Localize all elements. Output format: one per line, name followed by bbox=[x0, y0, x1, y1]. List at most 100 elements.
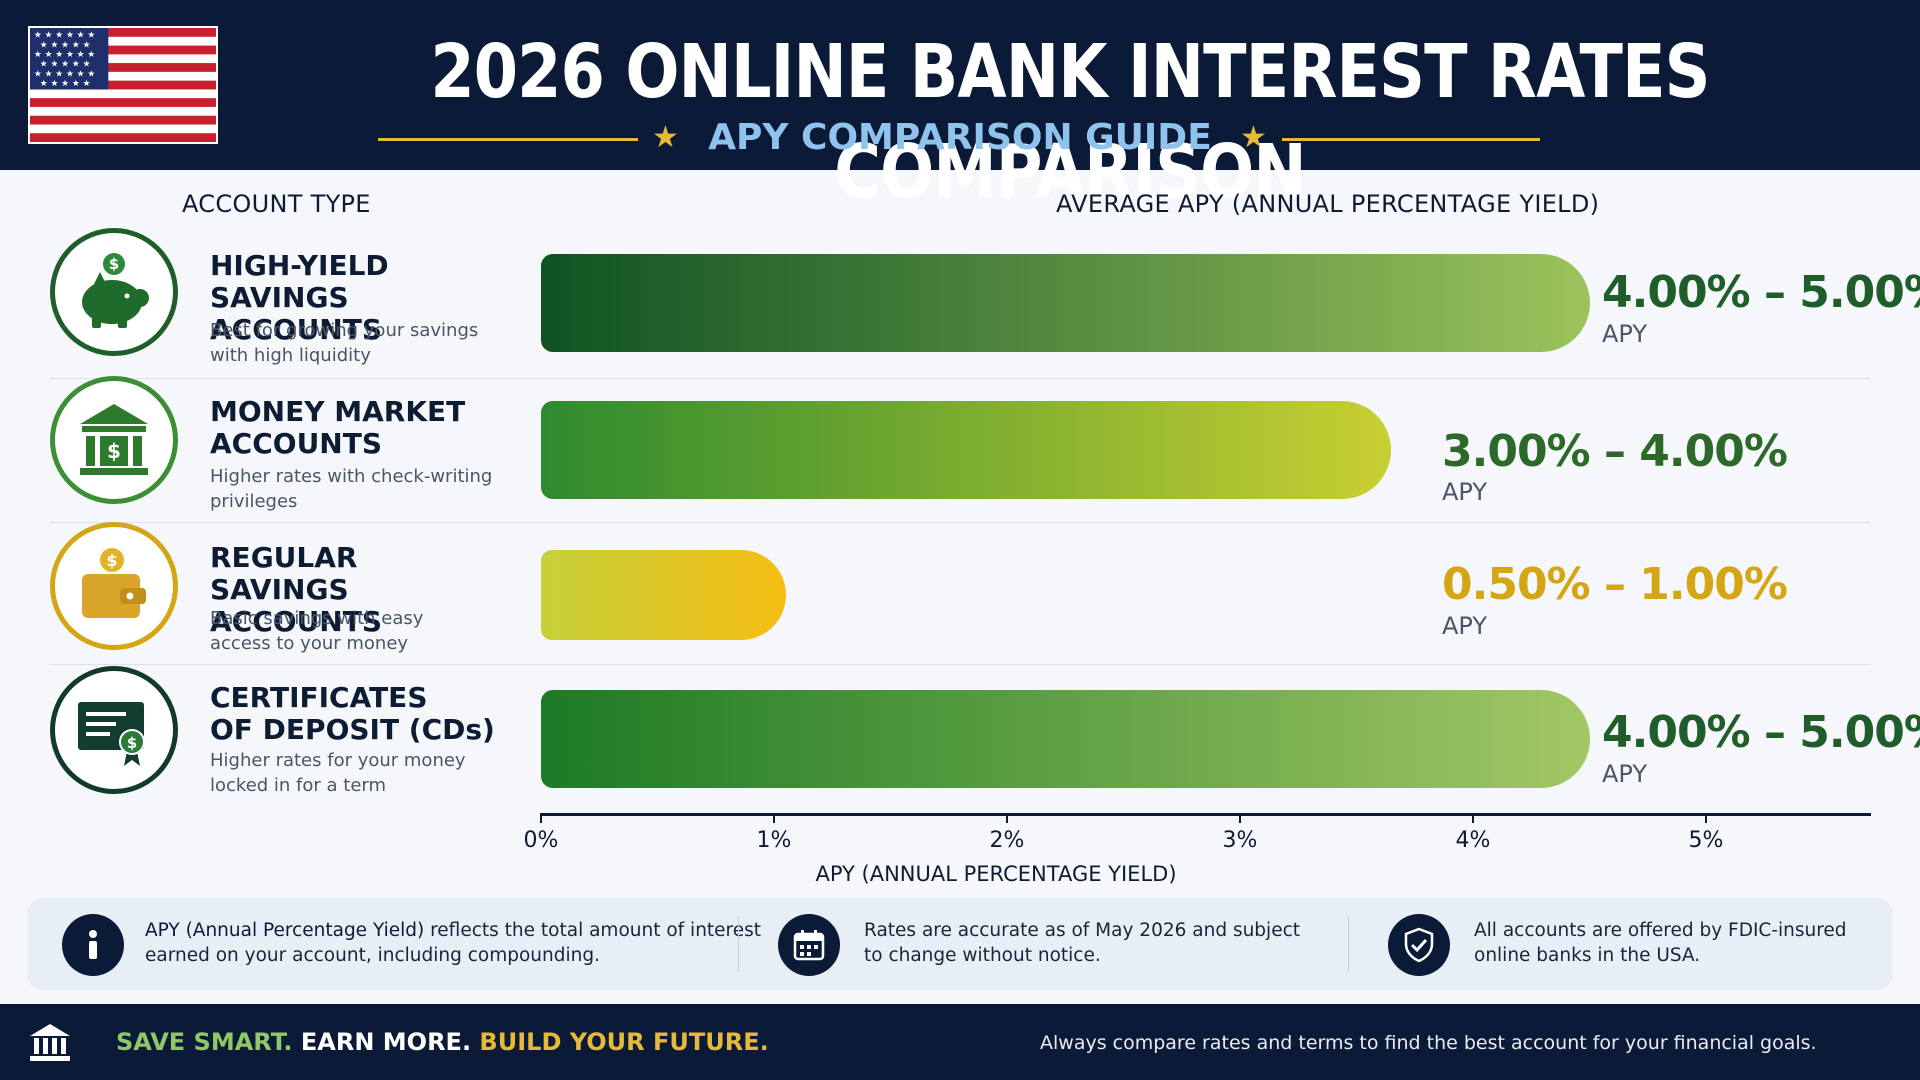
apy-label: APY bbox=[1442, 478, 1488, 506]
svg-text:★ ★ ★ ★ ★: ★ ★ ★ ★ ★ bbox=[40, 79, 91, 89]
calendar-icon bbox=[778, 914, 840, 976]
info-text-apy: APY (Annual Percentage Yield) reflects t… bbox=[145, 918, 761, 968]
account-description-line: with high liquidity bbox=[210, 345, 371, 366]
account-title: REGULAR SAVINGS ACCOUNTS bbox=[210, 542, 510, 638]
info-text-line: online banks in the USA. bbox=[1474, 945, 1701, 966]
x-axis-tick bbox=[1006, 813, 1008, 823]
account-title-line: SAVINGS ACCOUNTS bbox=[210, 281, 383, 346]
account-description: Higher rates for your money locked in fo… bbox=[210, 748, 510, 798]
bank-icon bbox=[30, 1024, 70, 1061]
account-description-line: locked in for a term bbox=[210, 775, 387, 796]
info-text-fdic: All accounts are offered by FDIC-insured… bbox=[1474, 918, 1847, 968]
column-header-account-type: ACCOUNT TYPE bbox=[182, 190, 371, 218]
account-description: Higher rates with check-writing privileg… bbox=[210, 464, 510, 514]
account-title: HIGH-YIELD SAVINGS ACCOUNTS bbox=[210, 250, 510, 346]
apy-label: APY bbox=[1602, 320, 1648, 348]
header-banner: ★ ★ ★ ★ ★ ★ ★ ★ ★ ★ ★ ★ ★ ★ ★ ★ ★ ★ ★ ★ … bbox=[0, 0, 1920, 215]
row-divider bbox=[50, 378, 1870, 379]
wallet-coin-icon: $ bbox=[50, 522, 178, 650]
x-axis-tick-label: 2% bbox=[989, 828, 1025, 853]
chart-data-label: 4.00% – 5.00% bbox=[1602, 707, 1920, 758]
account-row-money-market: $ MONEY MARKET ACCOUNTS Higher rates wit… bbox=[50, 370, 1870, 512]
svg-text:$: $ bbox=[107, 439, 121, 463]
account-title-line: REGULAR bbox=[210, 541, 358, 574]
chart-data-label: 3.00% – 4.00% bbox=[1442, 426, 1788, 477]
account-row-regular-savings: $ REGULAR SAVINGS ACCOUNTS Basic savings… bbox=[50, 514, 1870, 654]
account-title-line: HIGH-YIELD bbox=[210, 249, 389, 282]
svg-text:★ ★ ★ ★ ★ ★: ★ ★ ★ ★ ★ ★ bbox=[34, 31, 96, 41]
x-axis-tick bbox=[1705, 813, 1707, 823]
x-axis-tick-label: 4% bbox=[1455, 828, 1491, 853]
footer-note: Always compare rates and terms to find t… bbox=[1040, 1032, 1817, 1054]
chart-bar-money-market bbox=[541, 401, 1391, 499]
account-title-line: SAVINGS ACCOUNTS bbox=[210, 573, 383, 638]
account-row-high-yield: $ HIGH-YIELD SAVINGS ACCOUNTS Best for g… bbox=[50, 224, 1870, 366]
slogan-save-smart: SAVE SMART. bbox=[116, 1028, 293, 1056]
account-row-cds: $ CERTIFICATES OF DEPOSIT (CDs) Higher r… bbox=[50, 656, 1870, 796]
info-text-bold: APY (Annual Percentage Yield) bbox=[145, 920, 425, 941]
slogan-earn-more: EARN MORE. bbox=[292, 1028, 472, 1056]
info-text-line: All accounts are offered by FDIC-insured bbox=[1474, 920, 1847, 941]
account-description-line: Higher rates for your money bbox=[210, 750, 466, 771]
account-title-line: OF DEPOSIT (CDs) bbox=[210, 713, 495, 746]
footer-bar: SAVE SMART. EARN MORE. BUILD YOUR FUTURE… bbox=[0, 1004, 1920, 1080]
svg-text:★ ★ ★ ★ ★: ★ ★ ★ ★ ★ bbox=[40, 40, 91, 50]
x-axis-tick bbox=[1239, 813, 1241, 823]
svg-text:★ ★ ★ ★ ★ ★: ★ ★ ★ ★ ★ ★ bbox=[34, 50, 96, 60]
subtitle-divider-left bbox=[378, 138, 638, 141]
star-icon: ★ bbox=[1240, 120, 1267, 155]
info-text-line: to change without notice. bbox=[864, 945, 1101, 966]
slogan-build-future: BUILD YOUR FUTURE. bbox=[471, 1028, 769, 1056]
footer-slogan: SAVE SMART. EARN MORE. BUILD YOUR FUTURE… bbox=[116, 1026, 769, 1058]
account-title-line: CERTIFICATES bbox=[210, 681, 428, 714]
account-title-line: MONEY MARKET bbox=[210, 395, 466, 428]
star-icon: ★ bbox=[652, 120, 679, 155]
info-text-line: APY (Annual Percentage Yield) reflects t… bbox=[145, 918, 761, 943]
account-title-line: ACCOUNTS bbox=[210, 427, 383, 460]
account-description-line: Best for growing your savings bbox=[210, 320, 479, 341]
svg-text:$: $ bbox=[127, 734, 137, 752]
subtitle-row: ★ APY COMPARISON GUIDE ★ bbox=[0, 116, 1920, 160]
account-description-line: Basic savings with easy bbox=[210, 608, 424, 629]
info-text-rates-date: Rates are accurate as of May 2026 and su… bbox=[864, 918, 1300, 968]
x-axis-tick bbox=[1472, 813, 1474, 823]
chart-bar-regular-savings bbox=[541, 550, 786, 640]
row-divider bbox=[50, 522, 1870, 523]
apy-label: APY bbox=[1442, 612, 1488, 640]
svg-text:★ ★ ★ ★ ★ ★: ★ ★ ★ ★ ★ ★ bbox=[34, 69, 96, 79]
x-axis-tick bbox=[540, 813, 542, 823]
info-panel: APY (Annual Percentage Yield) reflects t… bbox=[28, 898, 1892, 990]
x-axis-tick-label: 5% bbox=[1688, 828, 1724, 853]
chart-data-label: 4.00% – 5.00% bbox=[1602, 267, 1920, 318]
chart-data-label: 0.50% – 1.00% bbox=[1442, 559, 1788, 610]
x-axis-tick-label: 0% bbox=[523, 828, 559, 853]
account-title: CERTIFICATES OF DEPOSIT (CDs) bbox=[210, 682, 510, 746]
account-description-line: Higher rates with check-writing bbox=[210, 466, 493, 487]
info-divider bbox=[738, 916, 739, 972]
piggy-bank-icon: $ bbox=[50, 228, 178, 356]
x-axis-title: APY (ANNUAL PERCENTAGE YIELD) bbox=[815, 862, 1177, 886]
x-axis-tick-label: 1% bbox=[756, 828, 792, 853]
row-divider bbox=[50, 664, 1870, 665]
account-title: MONEY MARKET ACCOUNTS bbox=[210, 396, 510, 460]
info-text-line: Rates are accurate as of May 2026 and su… bbox=[864, 920, 1300, 941]
account-description: Basic savings with easy access to your m… bbox=[210, 606, 510, 656]
info-divider bbox=[1348, 916, 1349, 972]
bank-building-icon: $ bbox=[50, 376, 178, 504]
account-description: Best for growing your savings with high … bbox=[210, 318, 510, 368]
us-flag-icon: ★ ★ ★ ★ ★ ★ ★ ★ ★ ★ ★ ★ ★ ★ ★ ★ ★ ★ ★ ★ … bbox=[28, 26, 218, 144]
info-text-line: earned on your account, including compou… bbox=[145, 945, 600, 966]
svg-text:$: $ bbox=[109, 255, 119, 273]
certificate-icon: $ bbox=[50, 666, 178, 794]
svg-text:$: $ bbox=[106, 551, 117, 570]
column-header-average-apy: AVERAGE APY (ANNUAL PERCENTAGE YIELD) bbox=[1056, 190, 1600, 218]
page-title: 2026 ONLINE BANK INTEREST RATES COMPARIS… bbox=[430, 29, 1710, 215]
info-text-part: reflects the total amount of interest bbox=[424, 920, 762, 941]
apy-label: APY bbox=[1602, 760, 1648, 788]
account-description-line: privileges bbox=[210, 491, 298, 512]
x-axis-tick bbox=[773, 813, 775, 823]
svg-text:★ ★ ★ ★ ★: ★ ★ ★ ★ ★ bbox=[40, 60, 91, 70]
chart-bar-cds bbox=[541, 690, 1590, 788]
chart-bar-high-yield bbox=[541, 254, 1590, 352]
x-axis-tick-label: 3% bbox=[1222, 828, 1258, 853]
